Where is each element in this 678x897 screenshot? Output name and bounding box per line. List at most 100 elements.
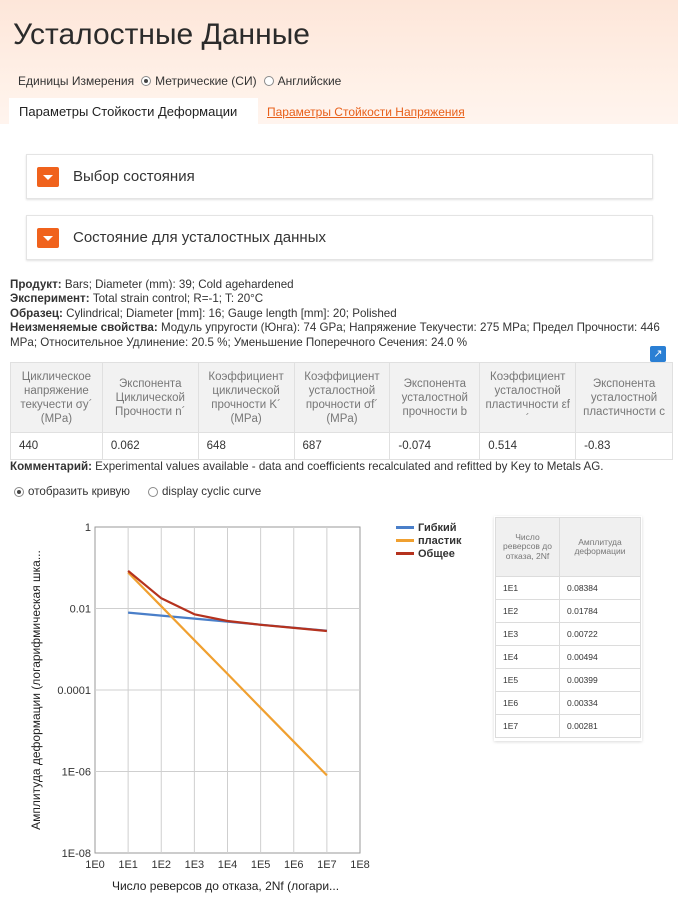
x-tick-label: 1E7 — [317, 859, 337, 871]
table-row: 1E4 0.00494 — [495, 645, 641, 669]
expand-icon[interactable] — [37, 166, 59, 187]
table-row: 1E5 0.00399 — [495, 668, 641, 692]
tab-stress-params[interactable]: Параметры Стойкости Напряжения — [267, 105, 465, 119]
english-label[interactable]: Английские — [277, 74, 342, 88]
product-label: Продукт: — [10, 278, 62, 291]
table-cell: 687 — [293, 432, 391, 460]
curve-options: отобразить кривую display cyclic curve — [10, 485, 261, 498]
english-radio[interactable] — [263, 76, 274, 86]
table-cell: 1E4 — [495, 645, 560, 669]
table-cell: 0.08384 — [559, 576, 641, 600]
column-header: Коэффициент усталостной прочности σf´ (M… — [293, 362, 391, 433]
props-value: Модуль упругости (Юнга): 74 GPa; Напряже… — [10, 321, 660, 349]
legend-item: пластик — [396, 534, 462, 547]
series-line — [127, 571, 328, 777]
table-header-row: Число реверсов до отказа, 2Nf Амплитуда … — [495, 517, 641, 577]
table-row: 1E2 0.01784 — [495, 599, 641, 623]
table-cell: 0.514 — [479, 432, 577, 460]
table-cell: 0.00334 — [559, 691, 641, 715]
fatigue-properties-table: Циклическое напряжение текучести σy´ (MP… — [10, 362, 673, 460]
x-tick-label: 1E2 — [151, 859, 171, 871]
table-row: 1E1 0.08384 — [495, 576, 641, 600]
table-cell: 0.00399 — [559, 668, 641, 692]
specimen-label: Образец: — [10, 306, 63, 320]
table-cell: -0.83 — [575, 432, 673, 460]
column-header: Экспонента усталостной пластичности c — [575, 362, 673, 433]
y-tick-label: 0.0001 — [57, 685, 91, 697]
chart-legend: Гибкий пластик Общее — [396, 521, 462, 560]
experiment-label: Эксперимент: — [10, 292, 90, 306]
accordion-state-select[interactable]: Выбор состояния — [26, 154, 653, 199]
x-tick-label: 1E5 — [251, 859, 271, 871]
comment-text: Experimental values available - data and… — [95, 460, 604, 473]
column-header: Коэффициент циклической прочности K´ (MP… — [197, 362, 295, 433]
accordion-fatigue-state[interactable]: Состояние для усталостных данных — [26, 215, 653, 260]
legend-swatch — [396, 526, 414, 529]
x-tick-label: 1E6 — [284, 859, 304, 871]
table-cell: 440 — [10, 432, 103, 460]
expand-icon[interactable] — [37, 227, 59, 248]
legend-item: Общее — [396, 547, 462, 560]
y-tick-label: 1E-06 — [62, 767, 91, 779]
props-label: Неизменяемые свойства: — [10, 321, 158, 335]
table-cell: -0.074 — [389, 432, 481, 460]
table-row: 1E3 0.00722 — [495, 622, 641, 646]
comment: Комментарий: Experimental values availab… — [10, 460, 603, 473]
y-tick-label: 0.01 — [70, 604, 91, 616]
table-row: 1E7 0.00281 — [495, 714, 641, 738]
y-axis-label: Амплитуда деформации (логарифмическая шк… — [29, 550, 43, 830]
metric-radio[interactable] — [141, 76, 152, 86]
x-tick-label: 1E0 — [85, 859, 105, 871]
condition-info: Продукт: Bars; Diameter (mm): 39; Cold a… — [10, 278, 675, 350]
table-row: 1E6 0.00334 — [495, 691, 641, 715]
column-header: Экспонента Циклической Прочности n´ — [101, 362, 199, 433]
table-cell: 0.01784 — [559, 599, 641, 623]
x-axis-label: Число реверсов до отказа, 2Nf (логари... — [112, 879, 339, 893]
legend-label: Общее — [418, 547, 455, 560]
x-tick-label: 1E4 — [218, 859, 238, 871]
column-header: Амплитуда деформации — [559, 517, 641, 577]
table-cell: 1E5 — [495, 668, 560, 692]
table-cell: 648 — [197, 432, 295, 460]
legend-label: пластик — [418, 534, 462, 547]
table-cell: 1E7 — [495, 714, 560, 738]
column-header: Экспонента усталостной прочности b — [389, 362, 481, 433]
series-line — [127, 570, 328, 633]
table-header-row: Циклическое напряжение текучести σy´ (MP… — [10, 362, 673, 433]
table-cell: 0.00494 — [559, 645, 641, 669]
table-cell: 0.062 — [101, 432, 199, 460]
product-value: Bars; Diameter (mm): 39; Cold agehardene… — [64, 278, 294, 291]
metric-label[interactable]: Метрические (СИ) — [155, 74, 257, 88]
x-tick-label: 1E1 — [118, 859, 138, 871]
table-cell: 1E3 — [495, 622, 560, 646]
column-header: Коэффициент усталостной пластичности εf´ — [479, 362, 577, 433]
page-title: Усталостные Данные — [13, 18, 310, 51]
units-label: Единицы Измерения — [18, 74, 135, 88]
cyclic-curve-label[interactable]: display cyclic curve — [161, 485, 262, 498]
legend-item: Гибкий — [396, 521, 462, 534]
table-row: 440 0.062 648 687 -0.074 0.514 -0.83 — [10, 432, 673, 460]
legend-swatch — [396, 552, 414, 555]
strain-life-chart: 1E0 1E1 1E2 1E3 1E4 1E5 1E6 1E7 1E8 1 0.01 0.0001 1E… — [29, 522, 370, 893]
legend-label: Гибкий — [418, 521, 457, 534]
units-selector: Единицы Измерения Метрические (СИ) Англи… — [18, 74, 341, 88]
accordion-title: Выбор состояния — [73, 168, 195, 185]
show-curve-radio[interactable] — [14, 486, 24, 497]
export-icon[interactable]: ↗ — [650, 346, 666, 362]
table-cell: 1E6 — [495, 691, 560, 715]
table-cell: 1E1 — [495, 576, 560, 600]
table-cell: 0.00722 — [559, 622, 641, 646]
cyclic-curve-radio[interactable] — [147, 486, 158, 497]
column-header: Число реверсов до отказа, 2Nf — [495, 517, 560, 577]
y-tick-label: 1E-08 — [62, 848, 91, 860]
y-tick-label: 1 — [85, 522, 91, 534]
table-cell: 0.00281 — [559, 714, 641, 738]
tab-strain-params[interactable]: Параметры Стойкости Деформации — [9, 98, 258, 127]
page-header: Усталостные Данные Единицы Измерения Мет… — [0, 0, 678, 127]
cycles-table: Число реверсов до отказа, 2Nf Амплитуда … — [495, 517, 641, 738]
column-header: Циклическое напряжение текучести σy´ (MP… — [10, 362, 103, 433]
show-curve-label[interactable]: отобразить кривую — [28, 485, 130, 498]
comment-label: Комментарий: — [10, 460, 92, 473]
x-tick-label: 1E3 — [185, 859, 205, 871]
table-cell: 1E2 — [495, 599, 560, 623]
